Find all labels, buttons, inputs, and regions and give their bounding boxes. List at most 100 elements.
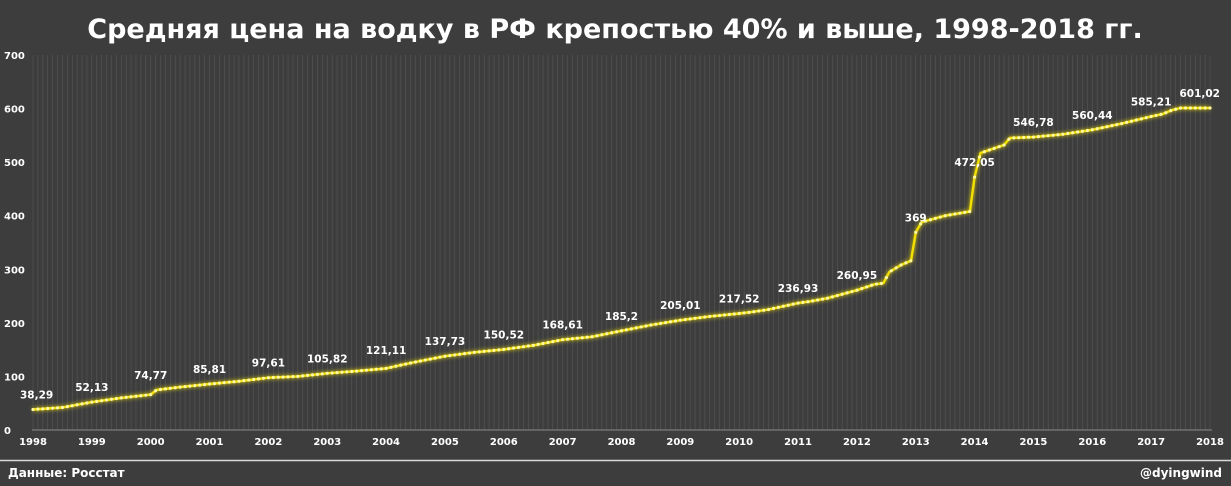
y-tick-label: 700 <box>4 51 25 62</box>
data-point <box>222 381 226 385</box>
chart-title: Средняя цена на водку в РФ крепостью 40%… <box>87 14 1142 45</box>
x-tick-label: 2000 <box>137 437 165 448</box>
data-point <box>1134 118 1139 122</box>
series-points <box>31 106 1212 412</box>
data-point <box>1149 114 1153 119</box>
data-point <box>580 336 584 340</box>
data-point <box>992 146 996 150</box>
data-point <box>340 370 344 374</box>
y-tick-label: 300 <box>4 265 25 276</box>
data-point <box>306 373 310 377</box>
y-tick-label: 100 <box>4 372 25 383</box>
data-point <box>1056 133 1060 137</box>
x-tick-label: 2007 <box>549 437 577 448</box>
data-point <box>1178 106 1183 110</box>
data-point <box>693 316 697 320</box>
data-point <box>605 332 609 336</box>
data-point <box>1041 134 1045 138</box>
data-point <box>65 404 69 409</box>
data-point <box>958 211 962 215</box>
data-point <box>75 403 79 407</box>
data-point <box>139 394 143 398</box>
data-point <box>771 306 776 310</box>
data-point <box>448 353 452 358</box>
data-point <box>345 370 349 374</box>
data-label: 150,52 <box>484 329 525 341</box>
data-label: 85,81 <box>193 364 226 376</box>
data-label: 260,95 <box>837 270 878 282</box>
data-point <box>575 336 579 340</box>
data-point <box>394 364 398 368</box>
data-point <box>938 215 942 219</box>
x-tick-label: 2006 <box>490 437 518 448</box>
data-point <box>1169 108 1173 113</box>
x-tick-label: 2018 <box>1196 437 1224 448</box>
data-point <box>266 376 270 380</box>
data-point <box>477 350 481 354</box>
data-point <box>433 356 437 360</box>
y-axis: 0 100 200 300 400 500 600 700 <box>4 51 25 437</box>
y-tick-label: 400 <box>4 212 25 223</box>
data-point <box>752 310 756 314</box>
data-point <box>1129 119 1134 123</box>
data-point <box>252 377 256 382</box>
data-point <box>703 315 707 319</box>
data-point <box>1036 135 1040 139</box>
data-point <box>1208 106 1212 110</box>
data-point <box>512 346 516 350</box>
data-point <box>713 314 717 318</box>
data-point <box>1095 127 1099 131</box>
data-point <box>55 406 60 410</box>
data-point <box>683 317 687 322</box>
data-point <box>418 359 423 363</box>
data-point <box>242 379 246 383</box>
data-point <box>987 148 991 152</box>
data-point <box>835 293 839 298</box>
data-point <box>109 397 114 401</box>
data-point <box>894 266 898 270</box>
data-point <box>291 375 295 379</box>
data-point <box>556 339 560 343</box>
data-point <box>100 399 104 403</box>
data-label: 205,01 <box>660 300 701 312</box>
data-point <box>1100 126 1104 130</box>
data-point <box>46 406 50 411</box>
data-point <box>767 307 771 312</box>
data-point <box>757 309 761 313</box>
data-label: 369 <box>905 212 927 224</box>
x-tick-label: 2017 <box>1137 437 1165 448</box>
data-point <box>654 322 658 326</box>
data-point <box>668 320 673 324</box>
data-point <box>698 316 702 320</box>
data-point <box>119 396 123 400</box>
x-tick-label: 2003 <box>313 437 341 448</box>
data-label: 560,44 <box>1072 110 1113 122</box>
data-point <box>664 320 668 325</box>
data-point <box>70 404 74 408</box>
data-label: 601,02 <box>1179 88 1220 100</box>
data-point <box>860 286 864 291</box>
data-point <box>1002 143 1006 147</box>
data-point <box>158 387 163 392</box>
data-point <box>806 300 810 304</box>
x-tick-label: 2005 <box>431 437 459 448</box>
data-point <box>60 405 65 410</box>
data-point <box>359 369 364 373</box>
data-point <box>438 355 442 359</box>
data-point <box>737 311 741 316</box>
data-point <box>551 339 555 344</box>
data-point <box>909 259 913 263</box>
data-point <box>1017 136 1021 140</box>
data-point <box>409 361 413 365</box>
data-point <box>874 282 879 286</box>
x-tick-label: 1999 <box>78 437 106 448</box>
data-point <box>124 395 128 399</box>
data-point <box>673 319 678 323</box>
data-point <box>325 371 329 375</box>
data-point <box>256 377 261 381</box>
data-point <box>212 381 217 386</box>
data-point <box>1075 130 1080 134</box>
x-tick-label: 2014 <box>961 437 989 448</box>
data-point <box>919 222 923 226</box>
data-point <box>482 349 486 353</box>
